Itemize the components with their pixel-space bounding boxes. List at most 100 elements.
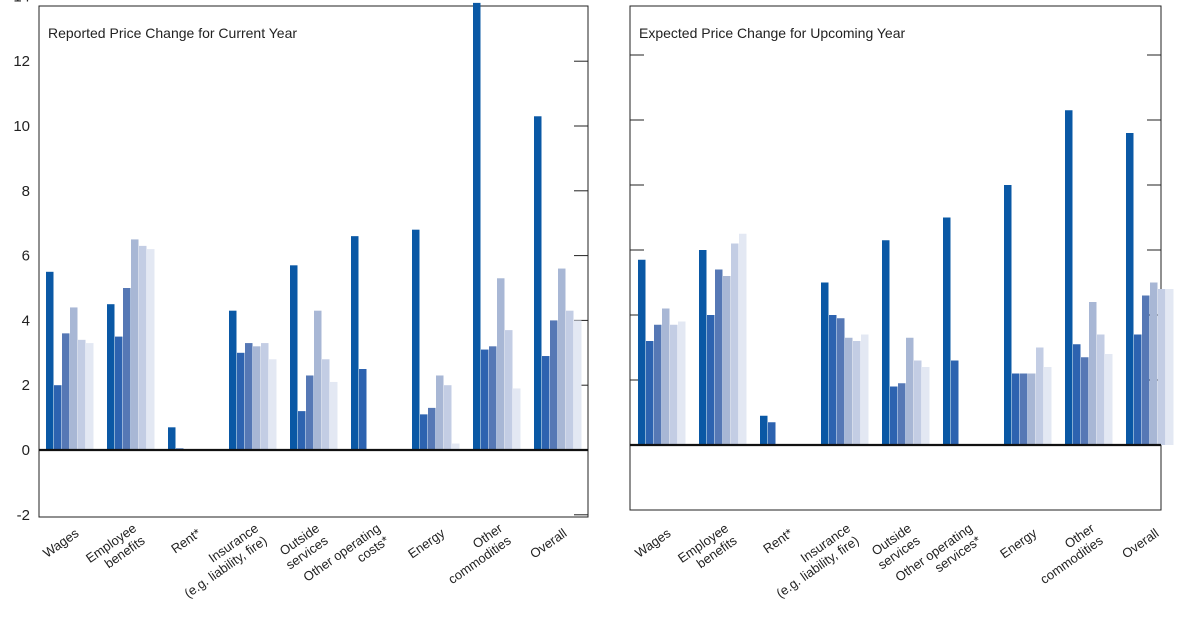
category-label-line: Energy [405, 525, 448, 561]
y-tick-label: 8 [22, 183, 30, 200]
bar-series-3 [123, 288, 131, 450]
bar-series-1 [168, 427, 176, 450]
bar-series-5 [444, 385, 452, 450]
bar-series-5 [322, 359, 330, 450]
bar-series-6 [86, 343, 94, 450]
chart-title: Reported Price Change for Current Year [48, 25, 297, 41]
bar-series-2 [420, 414, 428, 450]
bar-series-4 [253, 346, 261, 450]
chart-title: Expected Price Change for Upcoming Year [639, 25, 905, 41]
bar-series-6 [678, 321, 686, 445]
category-label-line: Rent* [168, 525, 203, 556]
bar-series-1 [473, 2, 481, 450]
category-label: Overall [1119, 525, 1161, 561]
bar-series-5 [566, 310, 574, 450]
bar-series-1 [1126, 133, 1134, 445]
bar-series-1 [1004, 185, 1012, 445]
bar-series-2 [829, 315, 837, 445]
bar-series-5 [1158, 289, 1166, 445]
bar-series-5 [853, 341, 861, 445]
bar-series-2 [54, 385, 62, 450]
bar-series-6 [1166, 289, 1174, 445]
bar-series-1 [943, 217, 951, 445]
bar-series-1 [229, 310, 237, 450]
bar-series-3 [62, 333, 70, 450]
bar-series-2 [768, 422, 776, 445]
bar-series-3 [306, 375, 314, 450]
category-label-line: Wages [40, 525, 82, 561]
bar-series-3 [489, 346, 497, 450]
bar-series-1 [46, 271, 54, 450]
bar-series-3 [245, 343, 253, 450]
bar-series-3 [1081, 357, 1089, 445]
bar-series-4 [314, 310, 322, 450]
plot-frame [629, 5, 1162, 511]
bar-series-3 [837, 318, 845, 445]
bar-series-6 [513, 388, 521, 450]
bar-series-6 [147, 249, 155, 450]
bar-series-2 [298, 411, 306, 450]
bar-series-1 [1065, 110, 1073, 445]
bar-series-4 [723, 276, 731, 445]
bar-series-1 [760, 415, 768, 445]
bar-series-6 [1105, 354, 1113, 445]
bar-series-2 [359, 369, 367, 450]
category-label: Wages [632, 525, 674, 561]
bar-series-6 [922, 367, 930, 445]
bar-series-1 [699, 250, 707, 445]
right-panel-chart: Expected Price Change for Upcoming Year W… [629, 5, 1174, 601]
bar-series-5 [505, 330, 513, 450]
bar-series-5 [1097, 334, 1105, 445]
bar-series-4 [845, 337, 853, 445]
bar-series-2 [646, 341, 654, 445]
bar-series-4 [70, 307, 78, 450]
bar-series-6 [1044, 367, 1052, 445]
bar-series-5 [914, 360, 922, 445]
category-label-line: Overall [527, 525, 569, 561]
bar-series-3 [1020, 373, 1028, 445]
bar-series-2 [890, 386, 898, 445]
y-tick-label: 2 [22, 377, 30, 394]
y-tick-label: 10 [13, 118, 30, 135]
bar-series-1 [290, 265, 298, 450]
y-tick-label: 14 [13, 0, 30, 5]
bar-series-2 [951, 360, 959, 445]
bar-series-6 [269, 359, 277, 450]
bar-series-2 [1134, 334, 1142, 445]
bar-series-6 [452, 443, 460, 450]
plot-frame [38, 5, 589, 518]
bar-series-2 [1073, 344, 1081, 445]
category-label-line: Energy [997, 525, 1040, 561]
bar-series-4 [662, 308, 670, 445]
category-label: Rent* [760, 525, 795, 556]
bar-series-3 [654, 324, 662, 445]
bar-series-6 [330, 381, 338, 450]
category-label: Rent* [168, 525, 203, 556]
bar-series-2 [707, 315, 715, 445]
category-label-line: Overall [1119, 525, 1161, 561]
bar-series-4 [1028, 373, 1036, 445]
category-label: Overall [527, 525, 569, 561]
bar-series-6 [861, 334, 869, 445]
bar-series-3 [550, 320, 558, 450]
bar-series-5 [78, 339, 86, 450]
bar-series-1 [534, 116, 542, 450]
bar-series-3 [715, 269, 723, 445]
bar-series-5 [731, 243, 739, 445]
bar-series-4 [131, 239, 139, 450]
bar-series-1 [821, 282, 829, 445]
y-tick-label: 6 [22, 248, 30, 265]
category-label: Energy [405, 525, 448, 561]
bar-series-5 [261, 343, 269, 450]
y-tick-label: -2 [17, 507, 30, 524]
bar-series-2 [542, 356, 550, 450]
bar-series-4 [558, 268, 566, 450]
bar-series-5 [139, 245, 147, 450]
bar-series-2 [481, 349, 489, 450]
bar-series-4 [436, 375, 444, 450]
category-label-line: Wages [632, 525, 674, 561]
bar-series-2 [1012, 373, 1020, 445]
category-label: Othercommodities [1029, 520, 1107, 587]
bar-series-1 [638, 259, 646, 445]
bar-series-6 [739, 233, 747, 445]
